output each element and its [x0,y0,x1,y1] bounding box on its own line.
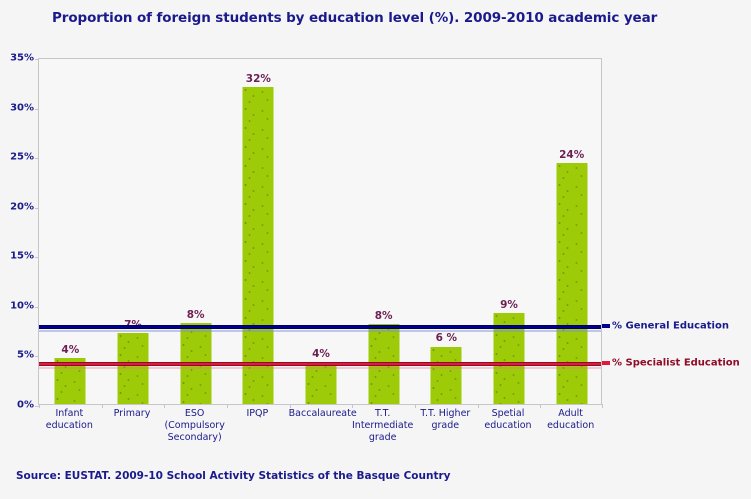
chart-title: Proportion of foreign students by educat… [52,10,658,26]
y-axis-tick-label: 30% [10,102,34,114]
reference-line-specialist-education [39,362,601,370]
x-axis-category-line: education [45,420,93,431]
x-axis-category-label: Primary [101,408,164,420]
bar-group: 6 % [415,59,478,404]
plot-inner: 4% 7% 8% 32% 4% 8% 6 % 9% 24% [35,59,603,408]
bar-group: 9% [478,59,541,404]
bar-value-label: 4% [312,348,330,361]
x-axis-category-line: Adult [558,408,584,419]
y-axis-tick-mark [35,406,39,407]
y-axis-tick-mark [35,356,39,358]
bar-group: 4% [39,59,102,404]
x-axis-category-line: T.T. Higher [420,408,471,419]
bar[interactable] [305,362,337,404]
x-axis-category-label: IPQP [226,408,289,420]
bar-group: 8% [352,59,415,404]
x-axis-category-line: Secondary) [167,432,222,443]
x-axis-category-line: Primary [113,408,151,419]
y-axis-tick-mark [35,207,39,209]
reference-line-stub-general-education [602,323,610,328]
x-axis-tick-mark [101,404,103,408]
bar-group: 32% [227,59,290,404]
plot-area: 4% 7% 8% 32% 4% 8% 6 % 9% 24% [35,58,603,408]
y-axis-tick-label: 10% [10,300,34,312]
bar[interactable] [242,86,274,404]
y-axis-tick-label: 20% [10,201,34,213]
bar-group: 24% [540,59,603,404]
x-axis-category-label: Baccalaureate [288,408,357,420]
bar-value-label: 9% [500,298,518,311]
y-axis-tick-label: 5% [17,349,34,361]
y-axis-tick-label: 25% [10,151,34,163]
bar-value-label: 24% [559,149,585,162]
source-note: Source: EUSTAT. 2009-10 School Activity … [16,470,451,482]
x-axis: Infant education Primary ESO (Compulsory Seco… [38,408,602,458]
bar-value-label: 4% [61,344,80,357]
x-axis-tick-mark [540,404,542,408]
y-axis-tick-mark [35,158,39,160]
x-axis-category-line: T.T. [374,408,391,419]
x-axis-category-line: ESO [184,408,205,419]
x-axis-category-line: IPQP [246,408,269,419]
x-axis-tick-mark [39,404,40,408]
bar-group: 4% [290,59,353,404]
reference-line-general-education [39,324,601,332]
y-axis-tick-mark [35,59,39,60]
bar-group: 8% [164,59,227,404]
y-axis-tick-label: 35% [10,52,34,64]
y-axis-tick-label: 0% [17,399,34,411]
x-axis-category-line: Intermediate [352,420,414,431]
y-axis: 0% 5% 10% 15% 20% 25% 30% 35% [0,53,34,411]
y-axis-tick-label: 15% [10,250,34,262]
x-axis-tick-mark [227,404,228,408]
x-axis-category-line: education [547,420,595,431]
x-axis-category-line: grade [431,420,460,431]
x-axis-tick-mark [415,404,416,408]
x-axis-category-label: T.T. Intermediate grade [351,408,414,444]
bar[interactable] [430,346,462,404]
x-axis-category-line: Infant [55,408,84,419]
bar-group: 7% [102,59,165,404]
legend-item-general-education: % General Education [612,320,729,332]
y-axis-tick-mark [35,108,39,110]
x-axis-category-line: Baccalaureate [288,408,357,419]
x-axis-category-label: Spetial education [477,408,540,432]
reference-line-stub-specialist-education [602,361,610,366]
legend-item-specialist-education: % Specialist Education [612,357,740,369]
x-axis-tick-mark [164,404,166,408]
y-axis-tick-mark [35,257,39,259]
x-axis-category-line: (Compulsory [164,420,225,431]
y-axis-tick-mark [35,306,39,308]
x-axis-category-label: Infant education [38,408,101,432]
bar-value-label: 6 % [435,332,458,345]
x-axis-category-line: education [484,420,532,431]
x-axis-category-line: grade [368,432,397,443]
x-axis-tick-mark [289,404,291,408]
x-axis-category-label: T.T. Higher grade [414,408,477,432]
bar[interactable] [117,332,149,404]
x-axis-tick-mark [602,404,603,408]
x-axis-tick-mark [477,404,479,408]
x-axis-category-label: ESO (Compulsory Secondary) [163,408,226,444]
bar-value-label: 8% [186,308,205,321]
bar-value-label: 8% [374,309,393,322]
x-axis-category-label: Adult education [539,408,602,432]
bar-value-label: 32% [245,72,271,85]
x-axis-tick-mark [352,404,354,408]
x-axis-category-line: Spetial [491,408,525,419]
